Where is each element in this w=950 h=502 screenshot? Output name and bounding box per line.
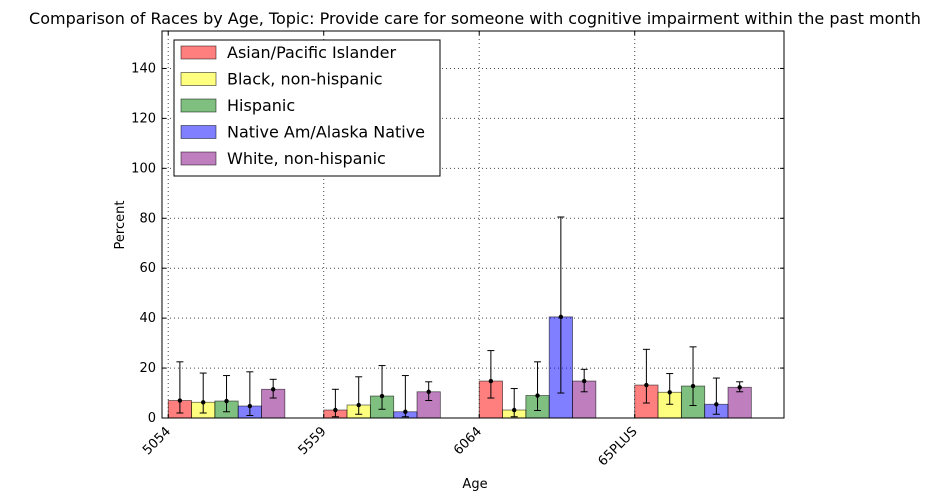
- data-point: [535, 393, 540, 398]
- data-point: [737, 385, 742, 390]
- data-point: [581, 378, 587, 384]
- legend-swatch: [180, 45, 217, 60]
- legend-swatch: [180, 151, 217, 166]
- legend-swatch: [180, 72, 217, 86]
- x-tick-label: 65PLUS: [595, 424, 640, 469]
- x-tick-label: 6064: [451, 424, 485, 458]
- chart-title: Comparison of Races by Age, Topic: Provi…: [29, 9, 921, 28]
- data-point: [201, 400, 206, 405]
- x-tick-label: 5559: [296, 424, 330, 458]
- x-tick-label: 5054: [140, 424, 174, 458]
- y-tick-label: 60: [139, 261, 156, 276]
- y-tick-label: 0: [148, 411, 156, 426]
- legend-swatch: [180, 125, 217, 139]
- data-point: [379, 393, 385, 399]
- data-point: [270, 387, 276, 392]
- data-point: [512, 407, 517, 413]
- data-point: [667, 390, 672, 395]
- legend-label: Native Am/Alaska Native: [227, 123, 425, 142]
- y-tick-label: 140: [131, 61, 156, 76]
- legend-label: Hispanic: [227, 96, 295, 115]
- y-tick-label: 80: [139, 211, 156, 226]
- data-point: [356, 402, 361, 408]
- data-point: [224, 398, 229, 404]
- data-point: [426, 389, 431, 394]
- legend-label: Black, non-hispanic: [227, 70, 383, 89]
- y-axis: 0 20 40 60 80 100 120 140: [131, 61, 784, 426]
- error-bars: [176, 216, 744, 418]
- data-point: [403, 409, 408, 414]
- data-point: [644, 382, 649, 388]
- y-tick-label: 20: [139, 361, 156, 376]
- y-axis-label: Percent: [113, 201, 128, 250]
- data-point: [177, 398, 183, 403]
- plot-frame: [161, 30, 785, 419]
- y-tick-label: 40: [139, 311, 156, 326]
- bars: [167, 316, 752, 419]
- data-point: [558, 314, 564, 320]
- x-axis-label: Age: [462, 477, 487, 492]
- legend-box: [173, 39, 441, 177]
- data-point: [247, 403, 253, 409]
- legend-swatch: [180, 98, 217, 113]
- data-point: [714, 402, 719, 407]
- legend-label: Asian/Pacific Islander: [227, 43, 396, 62]
- y-tick-label: 120: [131, 111, 156, 126]
- data-point: [333, 407, 338, 413]
- data-point: [488, 378, 494, 384]
- legend-label: White, non-hispanic: [227, 149, 386, 168]
- legend: Asian/Pacific Islander Black, non-hispani…: [173, 39, 441, 177]
- data-point: [690, 383, 696, 389]
- y-tick-label: 100: [131, 161, 156, 176]
